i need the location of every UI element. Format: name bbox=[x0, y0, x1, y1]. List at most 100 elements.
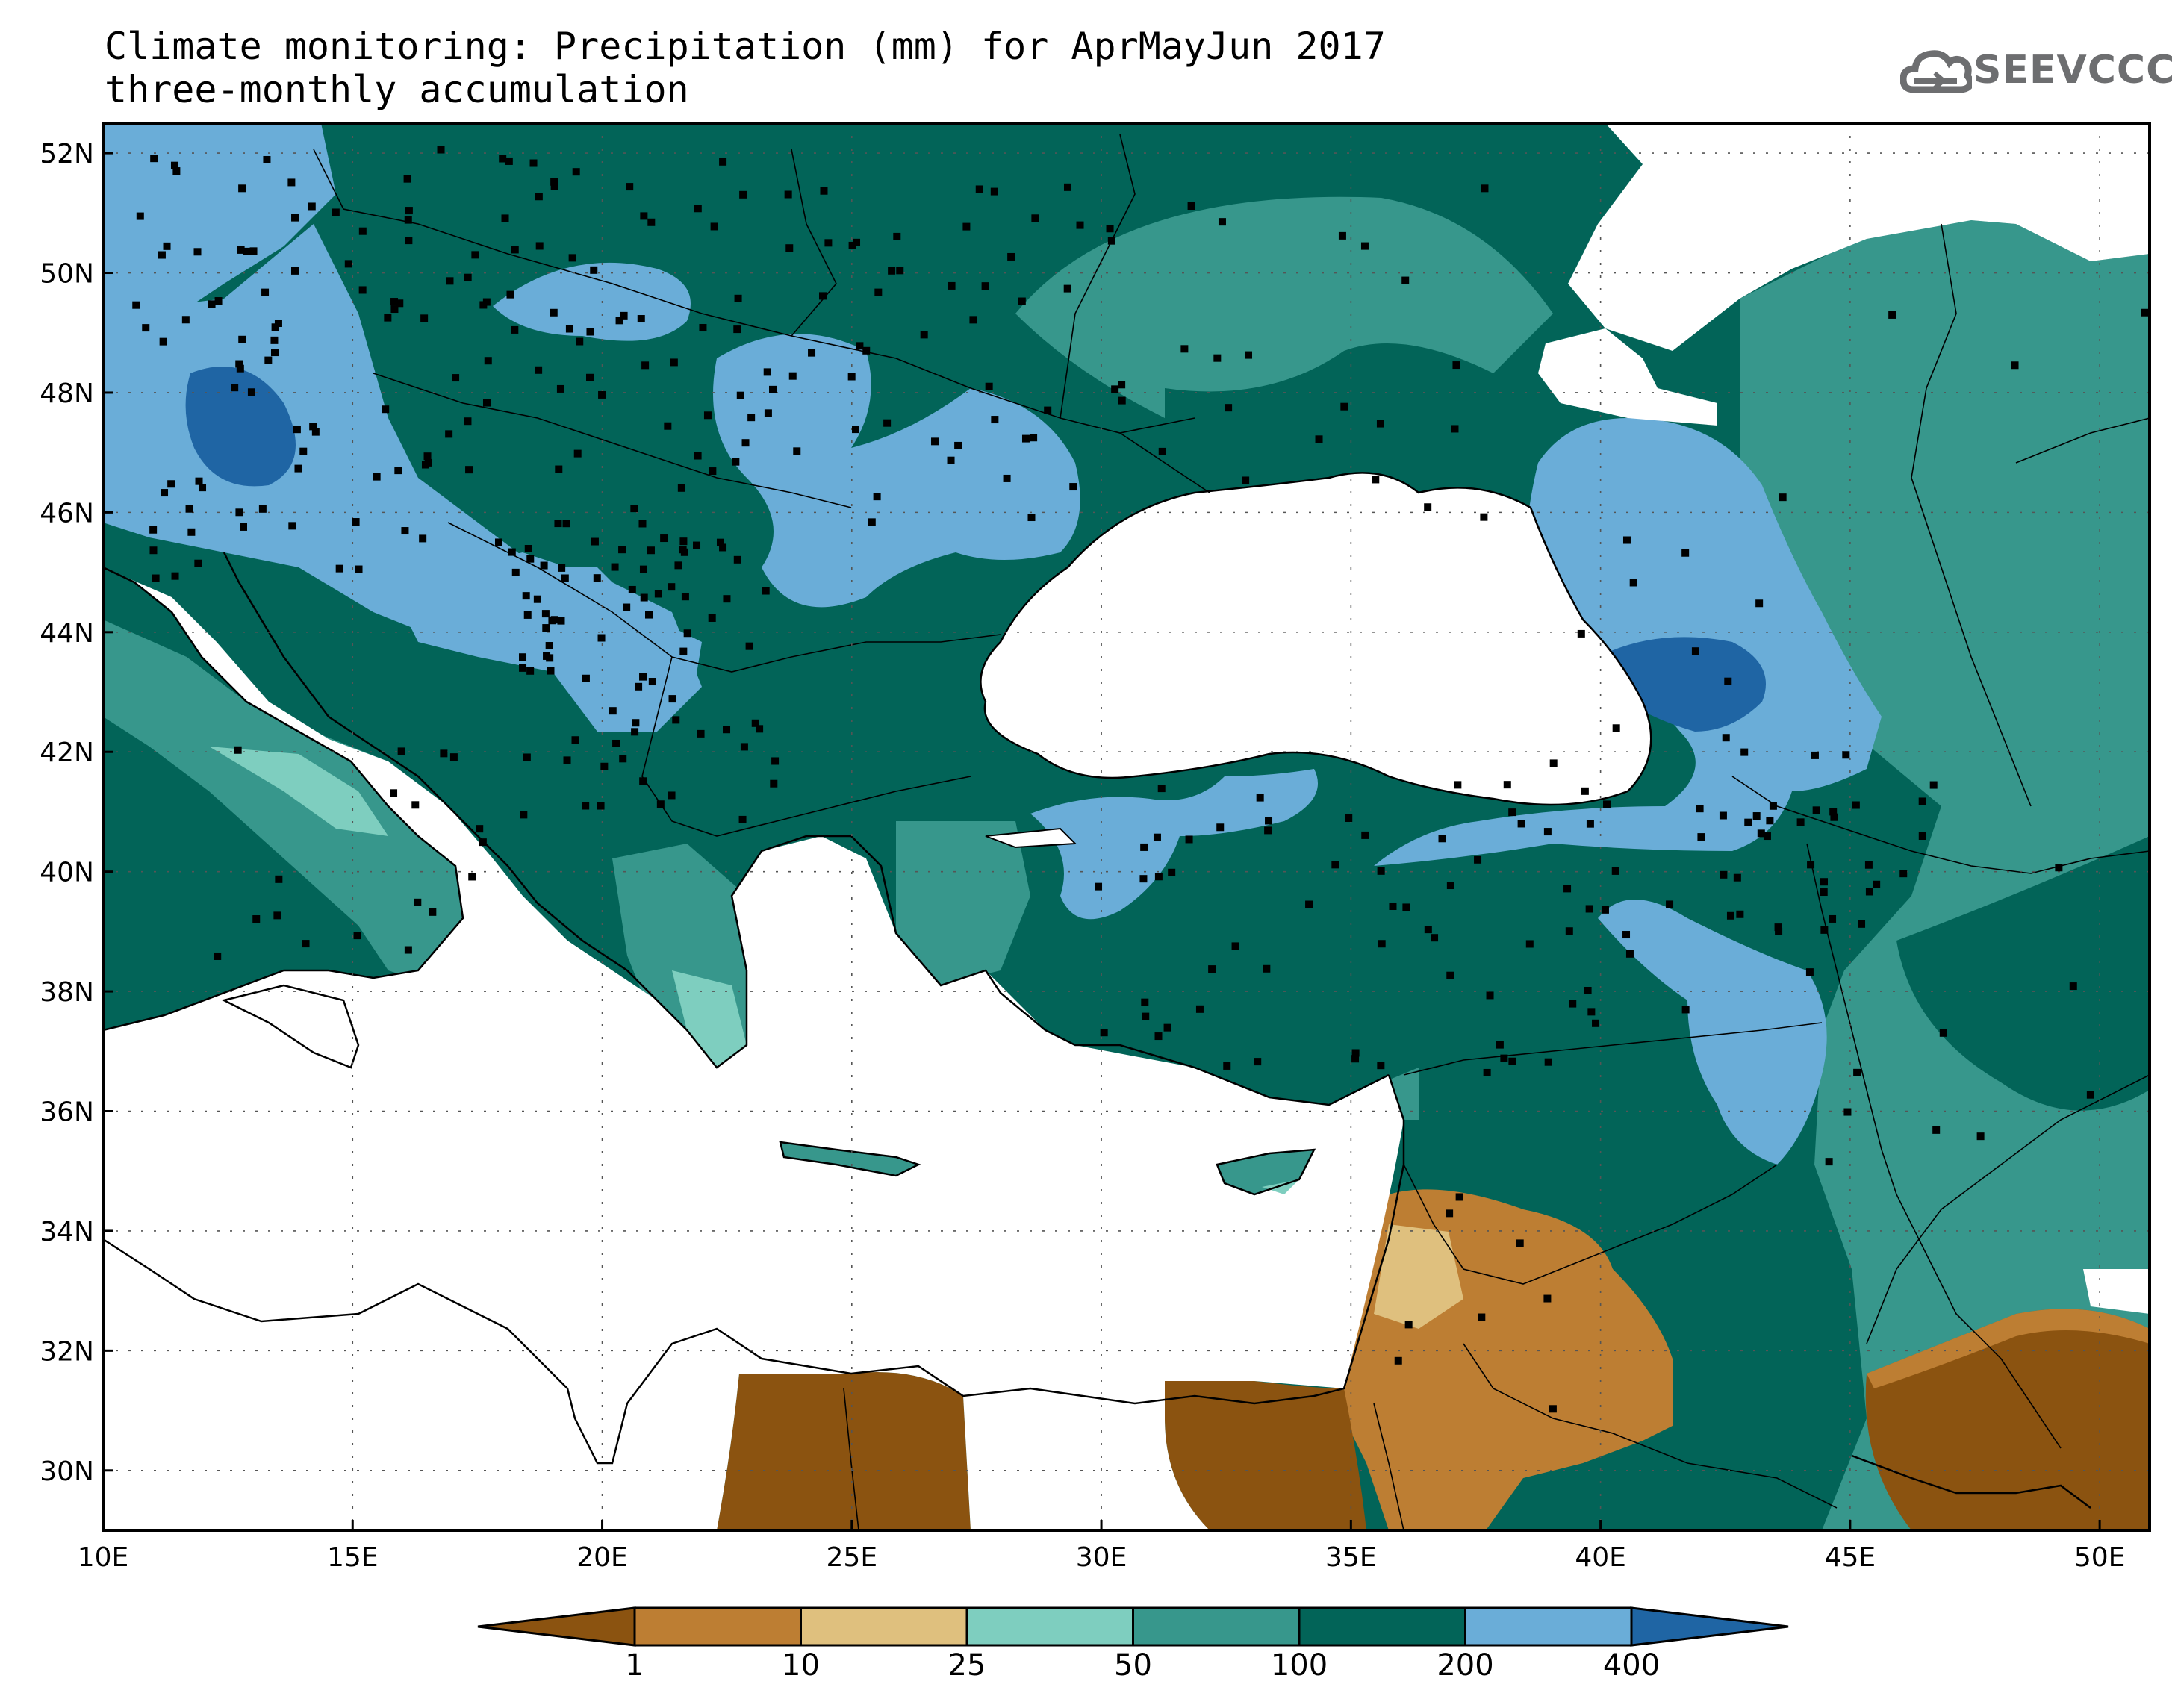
station-marker bbox=[1263, 964, 1271, 973]
station-marker bbox=[1021, 434, 1030, 443]
station-marker bbox=[161, 489, 169, 497]
lon-tick-label: 15E bbox=[327, 1542, 379, 1573]
station-marker bbox=[1807, 861, 1815, 869]
logo-text: SEEVCCC bbox=[1973, 48, 2175, 93]
colorbar-label: 10 bbox=[782, 1648, 820, 1683]
station-marker bbox=[668, 791, 676, 800]
station-marker bbox=[540, 561, 548, 570]
station-marker bbox=[275, 875, 283, 883]
station-marker bbox=[194, 559, 202, 567]
station-marker bbox=[424, 458, 432, 467]
station-marker bbox=[511, 325, 519, 334]
station-marker bbox=[586, 373, 594, 381]
station-marker bbox=[1774, 923, 1782, 932]
colorbar-swatch bbox=[965, 1606, 1134, 1647]
field-25-50-italy bbox=[209, 747, 388, 836]
station-marker bbox=[635, 682, 643, 691]
station-marker bbox=[1154, 873, 1163, 881]
station-marker bbox=[344, 260, 352, 268]
station-marker bbox=[948, 281, 956, 290]
station-marker bbox=[660, 534, 668, 543]
station-marker bbox=[1820, 926, 1829, 934]
colorbar-label: 100 bbox=[1270, 1648, 1328, 1683]
station-marker bbox=[535, 242, 544, 250]
station-marker bbox=[1242, 476, 1250, 484]
station-marker bbox=[1843, 1108, 1852, 1116]
station-marker bbox=[542, 624, 550, 632]
station-marker bbox=[990, 187, 998, 196]
station-marker bbox=[261, 288, 270, 296]
station-marker bbox=[784, 190, 792, 199]
lat-tick-label: 46N bbox=[40, 498, 94, 529]
station-marker bbox=[1106, 225, 1114, 233]
station-marker bbox=[1888, 311, 1896, 319]
station-marker bbox=[258, 505, 267, 513]
station-marker bbox=[445, 430, 453, 438]
station-marker bbox=[1569, 1000, 1577, 1008]
lon-tick-label: 10E bbox=[78, 1542, 129, 1573]
station-marker bbox=[1154, 1032, 1163, 1041]
field-200-400-nw bbox=[103, 123, 336, 314]
station-marker bbox=[1796, 818, 1805, 826]
colorbar-arrow-low bbox=[477, 1606, 636, 1647]
station-marker bbox=[2141, 308, 2149, 317]
station-marker bbox=[1044, 406, 1052, 414]
station-marker bbox=[582, 802, 590, 810]
crete-island bbox=[780, 1142, 918, 1176]
station-marker bbox=[656, 800, 665, 808]
field-200-400-anatolia-north bbox=[1030, 769, 1318, 920]
station-marker bbox=[149, 526, 158, 534]
lon-tick-label: 40E bbox=[1575, 1542, 1626, 1573]
station-marker bbox=[2011, 361, 2019, 370]
colorbar bbox=[477, 1606, 1789, 1647]
field-25-50-greece bbox=[672, 970, 747, 1068]
station-marker bbox=[808, 349, 816, 357]
station-marker bbox=[1622, 931, 1631, 939]
station-marker bbox=[1543, 828, 1552, 836]
station-marker bbox=[591, 537, 599, 546]
station-marker bbox=[529, 159, 538, 167]
station-marker bbox=[668, 695, 676, 703]
field-100-200-east bbox=[1896, 836, 2150, 1111]
station-marker bbox=[1755, 599, 1764, 608]
station-marker bbox=[1331, 861, 1339, 869]
station-marker bbox=[247, 388, 255, 396]
station-marker bbox=[873, 493, 881, 501]
station-marker bbox=[563, 756, 571, 764]
station-marker bbox=[654, 590, 662, 598]
station-marker bbox=[630, 505, 638, 513]
lat-tick-label: 34N bbox=[40, 1217, 94, 1247]
station-marker bbox=[1601, 906, 1609, 914]
field-1-10-iraq bbox=[1867, 1309, 2150, 1388]
station-marker bbox=[404, 946, 412, 954]
lat-tick-label: 44N bbox=[40, 618, 94, 649]
station-marker bbox=[556, 384, 564, 393]
station-marker bbox=[2086, 1091, 2094, 1099]
station-marker bbox=[618, 546, 626, 554]
station-marker bbox=[479, 838, 487, 847]
station-marker bbox=[335, 564, 343, 573]
station-marker bbox=[623, 603, 631, 611]
station-marker bbox=[888, 267, 896, 275]
station-marker bbox=[302, 940, 310, 948]
cyprus-island bbox=[1217, 1150, 1314, 1194]
station-marker bbox=[703, 411, 712, 420]
station-marker bbox=[264, 356, 273, 364]
station-marker bbox=[390, 298, 399, 306]
station-marker bbox=[1544, 1058, 1552, 1066]
station-marker bbox=[1063, 284, 1071, 293]
station-marker bbox=[273, 911, 281, 920]
station-marker bbox=[1027, 514, 1036, 522]
station-marker bbox=[541, 610, 550, 618]
station-marker bbox=[1360, 242, 1369, 250]
station-marker bbox=[763, 368, 771, 376]
station-marker bbox=[1666, 900, 1674, 908]
station-marker bbox=[947, 456, 955, 464]
station-marker bbox=[1141, 998, 1149, 1006]
station-marker bbox=[522, 592, 530, 600]
station-marker bbox=[208, 300, 216, 308]
station-marker bbox=[1480, 513, 1488, 521]
station-marker bbox=[738, 815, 747, 823]
station-marker bbox=[533, 595, 541, 603]
colorbar-swatch bbox=[800, 1606, 968, 1647]
